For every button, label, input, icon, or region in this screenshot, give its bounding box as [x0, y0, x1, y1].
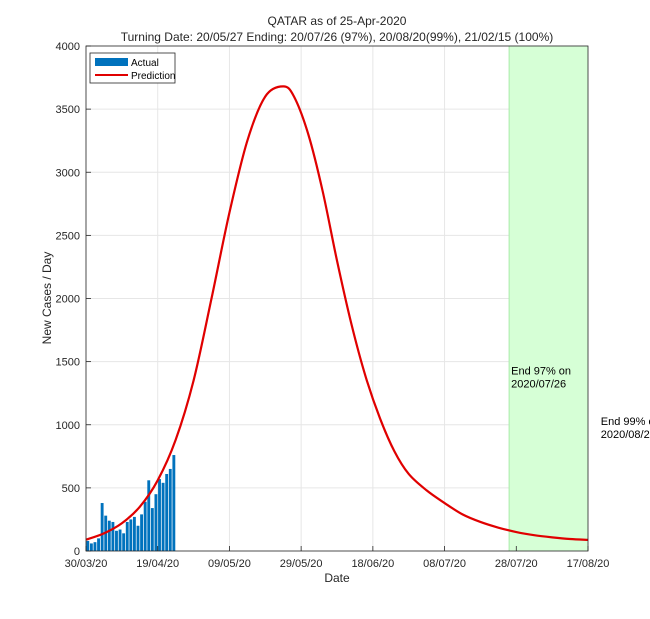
- actual-bar: [122, 533, 126, 551]
- actual-bar: [115, 530, 118, 551]
- actual-bar: [172, 455, 176, 551]
- y-tick-label: 1000: [56, 420, 80, 432]
- x-tick-label: 18/06/20: [351, 558, 394, 570]
- chart-title: QATAR as of 25-Apr-2020: [268, 14, 407, 28]
- y-tick-label: 3000: [56, 167, 80, 179]
- x-tick-label: 30/03/20: [65, 558, 108, 570]
- y-tick-label: 1500: [56, 357, 80, 369]
- actual-bar: [93, 542, 97, 551]
- prediction-line: [85, 85, 589, 541]
- y-tick-label: 0: [74, 546, 80, 558]
- actual-bar: [86, 540, 90, 551]
- legend-label-prediction: Prediction: [131, 71, 175, 82]
- x-tick-labels: 30/03/20 19/04/20 09/05/20 29/05/20 18/06/20…: [65, 558, 610, 570]
- y-tick-label: 3500: [56, 104, 80, 116]
- actual-bar: [150, 508, 154, 551]
- x-tick-label: 08/07/20: [423, 558, 466, 570]
- end-zone-rect: [509, 46, 588, 551]
- actual-bar: [97, 538, 100, 551]
- y-axis-label: New Cases / Day: [40, 252, 54, 345]
- actual-bar: [143, 501, 147, 551]
- actual-bar: [129, 519, 133, 551]
- y-tick-label: 4000: [56, 41, 80, 53]
- y-tick-label: 2000: [56, 294, 80, 306]
- end-zone: [508, 46, 588, 551]
- actual-bar: [168, 468, 172, 551]
- legend-label-actual: Actual: [131, 58, 159, 69]
- x-tick-label: 28/07/20: [495, 558, 538, 570]
- y-tick-label: 500: [62, 483, 80, 495]
- axes: [85, 45, 589, 552]
- actual-bar: [161, 482, 165, 551]
- actual-bar: [125, 521, 129, 551]
- end-annotation-line: End 97% on: [511, 365, 571, 377]
- actual-bar: [136, 525, 140, 551]
- chart-subtitle: Turning Date: 20/05/27 Ending: 20/07/26 …: [121, 30, 554, 44]
- actual-bar: [158, 479, 161, 551]
- actual-bar: [154, 494, 158, 551]
- x-tick-label: 17/08/20: [567, 558, 610, 570]
- end-annotation-line: End 99% on: [601, 416, 650, 428]
- y-tick-labels: 0 500 1000 1500 2000 2500 3000 3500 4000: [56, 41, 80, 558]
- actual-bar: [111, 521, 115, 551]
- prediction-line-path: [85, 85, 589, 541]
- x-tick-label: 09/05/20: [208, 558, 251, 570]
- x-tick-label: 29/05/20: [280, 558, 323, 570]
- legend: Actual Prediction: [89, 52, 175, 84]
- actual-bar: [118, 529, 122, 551]
- x-tick-label: 19/04/20: [136, 558, 179, 570]
- end-annotation: End 97% on 2020/07/26: [511, 365, 571, 390]
- y-tick-label: 2500: [56, 230, 80, 242]
- actual-bar: [132, 516, 136, 551]
- actual-bar: [107, 520, 111, 551]
- actual-bar: [140, 514, 144, 551]
- actual-bar: [165, 473, 169, 551]
- end-annotation-line: 2020/07/26: [511, 378, 566, 390]
- end-annotation-line: 2020/08/20: [601, 429, 650, 441]
- x-axis-label: Date: [324, 571, 350, 585]
- actual-bar: [89, 543, 93, 551]
- actual-bar: [147, 480, 151, 551]
- legend-swatch-actual: [95, 58, 128, 66]
- actual-bar: [100, 503, 104, 551]
